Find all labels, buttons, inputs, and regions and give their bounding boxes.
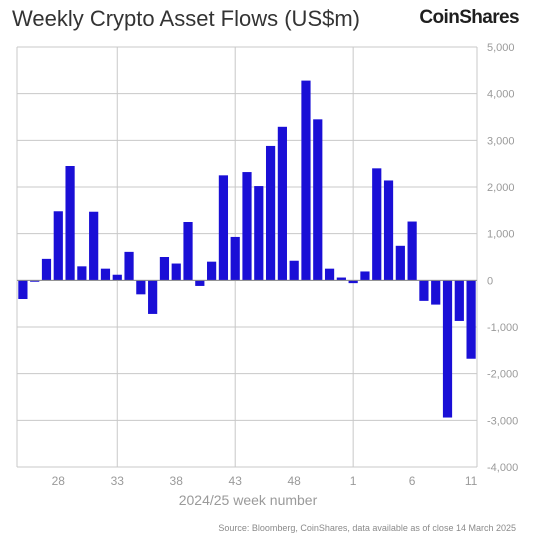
bar: [159, 257, 170, 281]
bar: [89, 211, 99, 281]
bar: [230, 236, 240, 281]
bar: [301, 80, 311, 281]
coinshares-logo: CoinShares: [419, 7, 519, 28]
source-note: Source: Bloomberg, CoinShares, data avai…: [218, 523, 516, 533]
bar: [41, 258, 52, 281]
bar: [183, 222, 193, 281]
y-tick-label: -1,000: [487, 322, 518, 334]
bar-series: [18, 80, 476, 418]
bar: [265, 145, 276, 281]
x-tick-label: 38: [170, 474, 184, 488]
bar: [136, 280, 146, 295]
bar: [442, 280, 453, 418]
bar: [407, 221, 417, 281]
bar: [454, 280, 464, 321]
y-tick-label: -2,000: [487, 369, 518, 381]
bar: [348, 280, 358, 284]
bar: [65, 166, 75, 281]
chart-title: Weekly Crypto Asset Flows (US$m): [12, 6, 361, 31]
bar: [53, 211, 63, 281]
bar: [242, 172, 252, 281]
x-axis-label: 2024/25 week number: [179, 492, 318, 508]
x-tick-label: 6: [409, 474, 416, 488]
y-tick-label: -3,000: [487, 415, 518, 427]
y-tick-label: 3,000: [487, 135, 515, 147]
x-tick-label: 28: [52, 474, 66, 488]
x-tick-label: 11: [465, 474, 478, 488]
bar: [77, 266, 87, 281]
y-tick-label: 4,000: [487, 89, 515, 101]
y-tick-label: 1,000: [487, 229, 515, 241]
bar: [289, 260, 299, 281]
y-tick-label: 0: [487, 275, 493, 287]
bar: [148, 280, 158, 314]
bar: [100, 268, 111, 281]
x-tick-label: 43: [229, 474, 243, 488]
y-tick-label: -4,000: [487, 462, 518, 474]
bar: [218, 175, 229, 281]
x-tick-label: 48: [287, 474, 301, 488]
bar: [431, 280, 441, 305]
x-tick-label: 1: [350, 474, 357, 488]
bar: [171, 263, 181, 281]
y-tick-label: 2,000: [487, 182, 515, 194]
bar: [383, 180, 394, 281]
bar: [336, 277, 346, 281]
bar: [277, 126, 287, 281]
bar: [360, 271, 370, 281]
y-tick-label: 5,000: [487, 42, 515, 54]
bar: [195, 280, 205, 286]
bar: [395, 245, 405, 281]
bar: [372, 168, 382, 281]
bar: [313, 119, 323, 281]
bar: [207, 261, 217, 281]
bar: [466, 280, 476, 359]
bar: [18, 280, 28, 299]
x-tick-label: 33: [111, 474, 125, 488]
bar: [419, 280, 429, 301]
bar: [324, 268, 335, 281]
bar: [30, 280, 40, 282]
axes: 5,000 4,000 3,000 2,000 1,000 0 -1,000 -2,000 -3…: [17, 42, 518, 488]
bar: [124, 251, 134, 281]
bar: [254, 186, 264, 281]
bar: [112, 274, 122, 281]
